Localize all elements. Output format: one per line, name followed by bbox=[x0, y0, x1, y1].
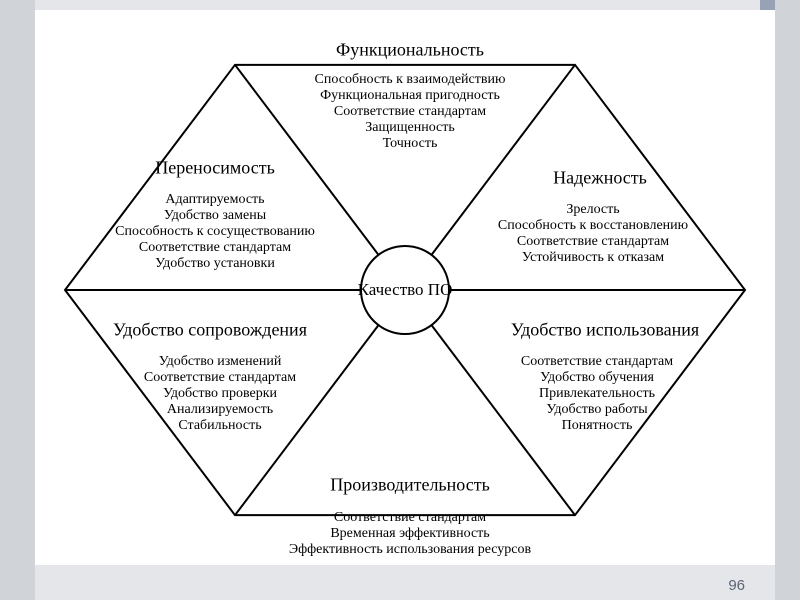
segment-item: Временная эффективность bbox=[289, 526, 531, 542]
segment-item: Понятность bbox=[521, 418, 673, 434]
segment-item: Удобство проверки bbox=[144, 386, 296, 402]
segment-title-maintainability: Удобство сопровождения bbox=[113, 320, 307, 341]
segment-item: Адаптируемость bbox=[115, 192, 315, 208]
segment-title-portability: Переносимость bbox=[155, 158, 275, 179]
segment-items-usability: Соответствие стандартамУдобство обучения… bbox=[521, 354, 673, 434]
segment-item: Эффективность использования ресурсов bbox=[289, 542, 531, 558]
segment-item: Анализируемость bbox=[144, 402, 296, 418]
segment-item: Соответствие стандартам bbox=[315, 104, 506, 120]
segment-items-reliability: ЗрелостьСпособность к восстановлениюСоот… bbox=[498, 202, 688, 266]
segment-item: Стабильность bbox=[144, 418, 296, 434]
segment-item: Соответствие стандартам bbox=[521, 354, 673, 370]
diagram-card: Качество ПО Функциональность Способность … bbox=[35, 10, 775, 565]
segment-title-reliability: Надежность bbox=[553, 168, 647, 189]
segment-item: Защищенность bbox=[315, 120, 506, 136]
segment-item: Способность к сосуществованию bbox=[115, 224, 315, 240]
segment-item: Удобство изменений bbox=[144, 354, 296, 370]
segment-item: Способность к восстановлению bbox=[498, 218, 688, 234]
segment-item: Соответствие стандартам bbox=[498, 234, 688, 250]
segment-item: Соответствие стандартам bbox=[144, 370, 296, 386]
page-number: 96 bbox=[728, 577, 745, 594]
segment-item: Устойчивость к отказам bbox=[498, 250, 688, 266]
segment-items-portability: АдаптируемостьУдобство заменыСпособность… bbox=[115, 192, 315, 272]
segment-title-usability: Удобство использования bbox=[511, 320, 699, 341]
segment-item: Удобство замены bbox=[115, 208, 315, 224]
segment-item: Способность к взаимодействию bbox=[315, 72, 506, 88]
segment-item: Удобство установки bbox=[115, 256, 315, 272]
segment-items-functionality: Способность к взаимодействиюФункциональн… bbox=[315, 72, 506, 152]
center-label: Качество ПО bbox=[358, 280, 453, 300]
segment-item: Соответствие стандартам bbox=[115, 240, 315, 256]
segment-item: Функциональная пригодность bbox=[315, 88, 506, 104]
segment-items-maintainability: Удобство измененийСоответствие стандарта… bbox=[144, 354, 296, 434]
segment-items-efficiency: Соответствие стандартамВременная эффекти… bbox=[289, 510, 531, 558]
segment-item: Удобство обучения bbox=[521, 370, 673, 386]
segment-item: Удобство работы bbox=[521, 402, 673, 418]
segment-item: Точность bbox=[315, 136, 506, 152]
segment-title-functionality: Функциональность bbox=[336, 40, 484, 61]
segment-item: Зрелость bbox=[498, 202, 688, 218]
segment-item: Соответствие стандартам bbox=[289, 510, 531, 526]
segment-title-efficiency: Производительность bbox=[330, 475, 490, 496]
segment-item: Привлекательность bbox=[521, 386, 673, 402]
slide-frame: Качество ПО Функциональность Способность … bbox=[35, 0, 775, 600]
